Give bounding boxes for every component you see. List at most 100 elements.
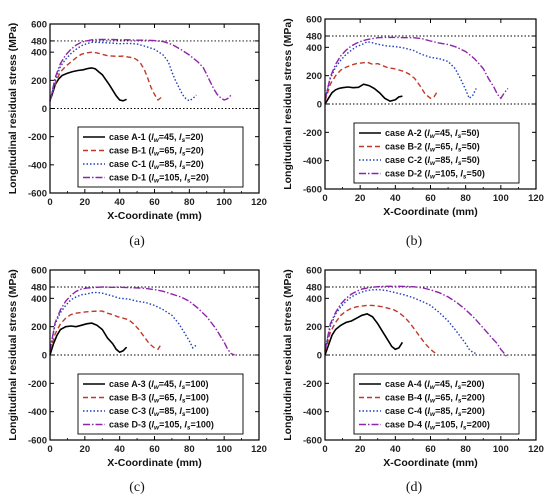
legend-var: l	[428, 169, 431, 179]
legend-var: l	[455, 142, 458, 152]
x-tick-label: 0	[47, 197, 52, 208]
series-line-2	[324, 61, 439, 102]
legend-subscript: s	[182, 137, 186, 144]
panel-caption: (a)	[129, 234, 145, 249]
legend-text-part: =	[462, 406, 467, 416]
legend-text-part: 65,	[164, 146, 179, 156]
legend-text-part: =	[159, 420, 164, 430]
legend-text-part: 45,	[440, 379, 455, 389]
legend-text-part: 20)	[191, 159, 204, 169]
legend-subscript: s	[458, 411, 462, 418]
legend-text-part: =	[185, 379, 190, 389]
legend-text-part: case B-1 (	[109, 146, 152, 156]
x-axis-label: X-Coordinate (mm)	[107, 210, 202, 222]
x-tick-label: 0	[322, 444, 327, 455]
y-tick-label: 400	[306, 43, 322, 54]
y-tick-label: 400	[31, 48, 47, 59]
legend-subscript: s	[182, 384, 186, 391]
legend-var: l	[428, 155, 431, 165]
legend-var: l	[151, 132, 154, 142]
legend-text-part: case A-1 (	[109, 132, 151, 142]
x-tick-label: 80	[460, 193, 471, 204]
legend-text-part: 20)	[196, 173, 209, 183]
y-tick-label: 200	[31, 322, 47, 333]
legend-label: case A-3 (lw=45, ls=100)	[109, 379, 208, 391]
y-tick-label: 0	[42, 351, 47, 362]
legend-label: case B-4 (lw=65, ls=200)	[385, 393, 485, 405]
legend-text-part: case C-3 (	[109, 406, 152, 416]
legend-var: l	[428, 393, 431, 403]
y-tick-label: -600	[28, 436, 47, 447]
y-tick-label: -400	[28, 160, 47, 171]
y-tick-label: -600	[303, 185, 322, 196]
series-line-4	[324, 36, 509, 100]
legend-box	[353, 373, 520, 435]
legend-label: case A-2 (lw=45, ls=50)	[385, 128, 479, 140]
legend-subscript: w	[154, 411, 160, 418]
series-line-2	[324, 304, 438, 355]
legend-text-part: 105,	[164, 173, 184, 183]
legend-text-part: 85,	[164, 406, 179, 416]
y-axis-label: Longitudinal residual stress (MPa)	[282, 18, 294, 190]
legend-subscript: w	[430, 425, 436, 432]
legend-subscript: s	[182, 164, 186, 171]
y-tick-label: 200	[306, 71, 322, 82]
legend-var: l	[460, 169, 463, 179]
x-tick-label: 100	[493, 444, 509, 455]
series-line-1	[49, 322, 128, 356]
x-tick-label: 100	[216, 197, 232, 208]
legend-var: l	[460, 420, 463, 430]
legend-text-part: =	[435, 128, 440, 138]
panel-caption: (d)	[406, 480, 423, 495]
legend-text-part: 105,	[440, 420, 460, 430]
legend-label: case A-4 (lw=45, ls=200)	[385, 379, 484, 391]
x-tick-label: 120	[251, 197, 267, 208]
legend-var: l	[152, 146, 155, 156]
legend-text-part: 50)	[467, 155, 480, 165]
legend-subscript: w	[430, 133, 436, 140]
legend-subscript: w	[154, 164, 160, 171]
x-tick-label: 80	[460, 444, 471, 455]
legend-text-part: =	[435, 420, 440, 430]
legend-subscript: w	[430, 384, 436, 391]
legend-var: l	[428, 406, 431, 416]
legend-text-part: 105,	[440, 169, 460, 179]
legend-text-part: =	[186, 146, 191, 156]
series-line-3	[49, 291, 197, 350]
x-tick-label: 80	[184, 444, 195, 455]
x-axis-label: X-Coordinate (mm)	[383, 206, 478, 218]
legend-label: case D-4 (lw=105, ls=200)	[385, 420, 490, 432]
legend-text-part: =	[462, 142, 467, 152]
legend-label: case D-3 (lw=105, ls=100)	[109, 420, 214, 432]
series-line-4	[49, 286, 235, 356]
y-tick-label: 200	[31, 76, 47, 87]
legend-text-part: 100)	[190, 379, 208, 389]
series-line-2	[49, 51, 162, 102]
y-tick-label: 480	[306, 32, 322, 43]
legend-subscript: w	[430, 160, 436, 167]
legend-text-part: case C-2 (	[385, 155, 428, 165]
legend-subscript: s	[187, 425, 191, 432]
legend-box	[77, 373, 244, 435]
legend-text-part: =	[435, 169, 440, 179]
legend-subscript: s	[182, 411, 186, 418]
legend-var: l	[179, 393, 182, 403]
legend-text-part: =	[186, 159, 191, 169]
legend: case A-3 (lw=45, ls=100)case B-3 (lw=65,…	[77, 373, 244, 435]
legend-text-part: =	[435, 393, 440, 403]
legend-text-part: =	[159, 146, 164, 156]
legend-text-part: case C-1 (	[109, 159, 152, 169]
x-axis-label: X-Coordinate (mm)	[383, 457, 478, 469]
legend-var: l	[179, 406, 182, 416]
y-tick-label: -200	[28, 379, 47, 390]
legend-text-part: 65,	[440, 393, 455, 403]
x-tick-label: 120	[528, 444, 544, 455]
legend-text-part: =	[435, 155, 440, 165]
y-tick-label: 480	[31, 283, 47, 294]
legend-var: l	[184, 420, 187, 430]
legend-var: l	[179, 159, 182, 169]
legend-subscript: s	[458, 147, 462, 154]
